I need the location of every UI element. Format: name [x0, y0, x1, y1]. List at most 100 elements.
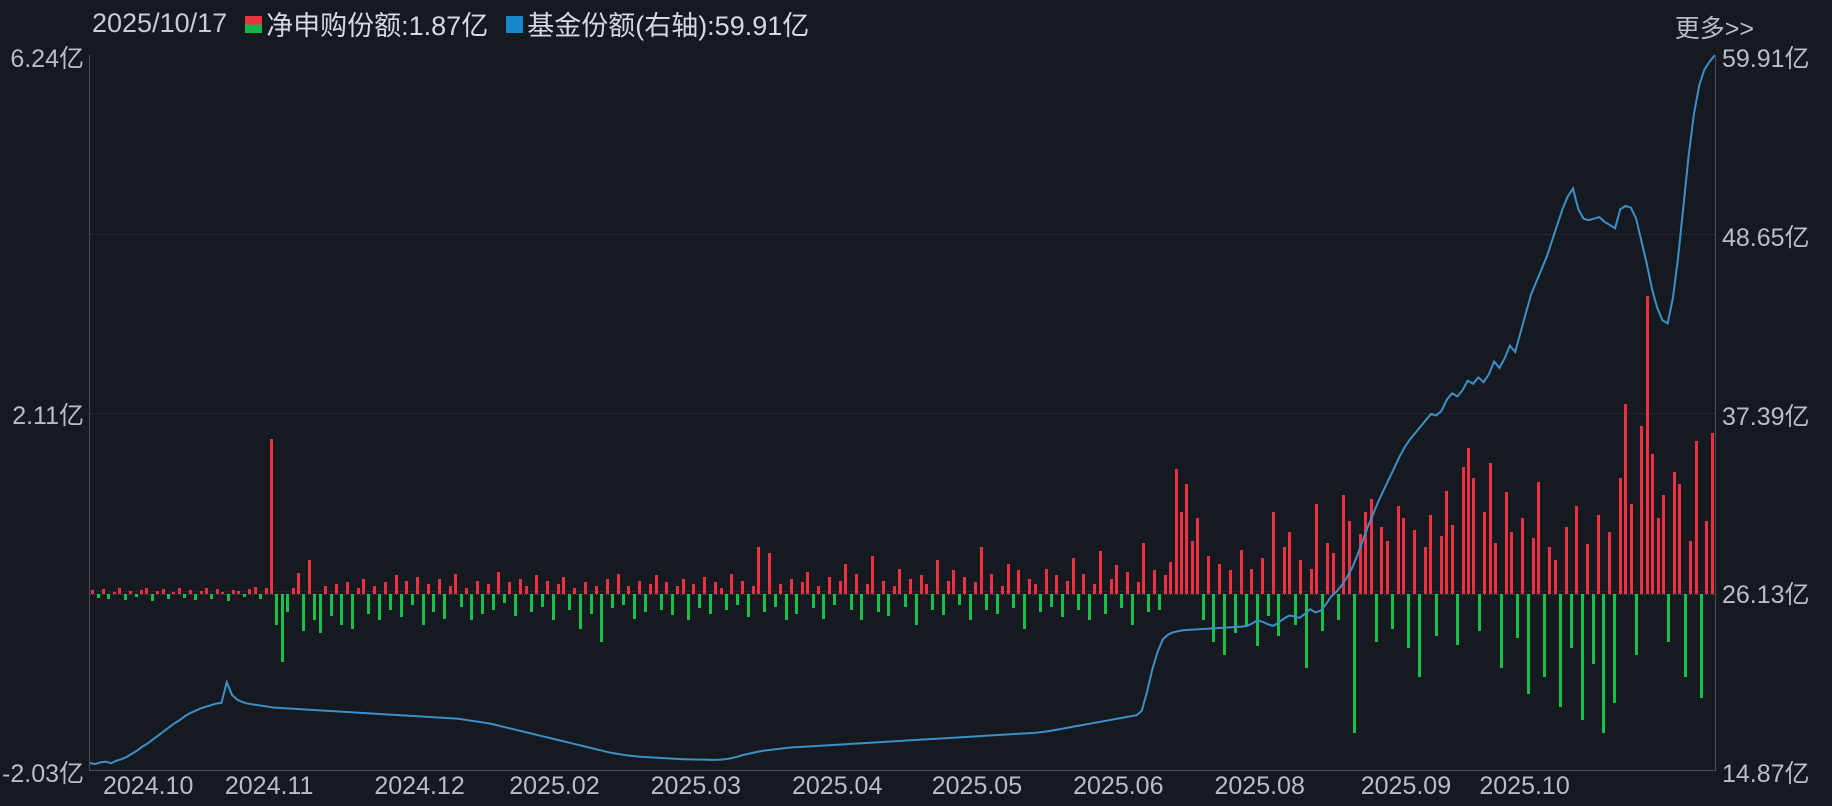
bar-positive	[1597, 514, 1601, 595]
bar-positive	[156, 591, 160, 595]
bar-positive	[394, 575, 398, 595]
bar-negative	[1391, 594, 1395, 630]
bar-positive	[627, 585, 631, 595]
bar-positive	[102, 589, 106, 595]
bar-positive	[1618, 477, 1622, 595]
bar-positive	[1532, 538, 1536, 595]
bar-series-net-subscription	[90, 55, 1715, 770]
bar-negative	[167, 594, 171, 599]
bar-positive	[1217, 564, 1221, 595]
bar-positive	[199, 591, 203, 595]
bar-positive	[649, 584, 653, 595]
bar-negative	[708, 594, 712, 614]
bar-positive	[204, 587, 208, 595]
bar-positive	[562, 577, 566, 595]
bar-positive	[1066, 580, 1070, 595]
bar-positive	[1169, 561, 1173, 595]
bar-positive	[1607, 532, 1611, 595]
bar-negative	[1244, 594, 1248, 628]
bar-negative	[242, 594, 246, 598]
bar-negative	[930, 594, 934, 611]
bar-negative	[1304, 594, 1308, 668]
bar-negative	[659, 594, 663, 611]
bar-negative	[795, 594, 799, 614]
y-tick-right: 59.91亿	[1722, 45, 1810, 73]
bar-negative	[632, 594, 636, 619]
bar-negative	[622, 594, 626, 605]
bar-negative	[746, 594, 750, 617]
bar-positive	[990, 573, 994, 595]
bar-positive	[1423, 546, 1427, 595]
gridline	[90, 233, 1715, 235]
bar-positive	[161, 589, 165, 595]
bar-positive	[237, 591, 241, 595]
bar-positive	[936, 559, 940, 595]
bar-positive	[264, 588, 268, 595]
bar-positive	[1288, 532, 1292, 595]
more-link[interactable]: 更多>>	[1674, 15, 1754, 43]
bar-positive	[1402, 518, 1406, 595]
bar-positive	[1651, 454, 1655, 595]
bar-negative	[1613, 594, 1617, 703]
line-series-fund-shares	[90, 55, 1715, 770]
bar-negative	[378, 594, 382, 621]
bar-negative	[194, 594, 198, 600]
bar-positive	[383, 582, 387, 595]
bar-negative	[502, 594, 506, 604]
bar-positive	[616, 573, 620, 595]
bar-negative	[226, 594, 230, 601]
bar-negative	[107, 594, 111, 599]
y-tick-right: 14.87亿	[1722, 760, 1810, 788]
bar-positive	[1537, 482, 1541, 595]
bar-negative	[1049, 594, 1053, 607]
bar-positive	[1239, 549, 1243, 595]
bar-positive	[486, 584, 490, 595]
x-tick: 2025.09	[1360, 772, 1452, 800]
bar-positive	[1662, 495, 1666, 595]
bar-positive	[800, 582, 804, 595]
bar-positive	[703, 577, 707, 595]
bar-positive	[952, 570, 956, 595]
bar-positive	[1385, 540, 1389, 595]
bar-positive	[925, 584, 929, 595]
bar-positive	[1082, 573, 1086, 595]
bar-negative	[1022, 594, 1026, 630]
bar-positive	[1125, 572, 1129, 595]
bar-positive	[1629, 503, 1633, 595]
bar-positive	[1504, 492, 1508, 595]
bar-positive	[1429, 514, 1433, 595]
bar-positive	[1044, 568, 1048, 595]
bar-positive	[1694, 440, 1698, 595]
bar-negative	[529, 594, 533, 612]
bar-negative	[443, 594, 447, 619]
bar-positive	[524, 585, 528, 595]
bar-negative	[313, 594, 317, 621]
bar-positive	[1093, 584, 1097, 595]
bar-positive	[806, 572, 810, 595]
gridline	[90, 591, 1715, 593]
x-tick: 2024.12	[374, 772, 465, 800]
plot-area[interactable]	[90, 55, 1715, 770]
bar-negative	[1456, 594, 1460, 645]
bar-negative	[860, 594, 864, 621]
legend-item-fund-shares[interactable]: 基金份额(右轴):59.91亿	[506, 4, 809, 43]
bar-positive	[253, 586, 257, 595]
bar-positive	[757, 546, 761, 595]
bar-positive	[454, 573, 458, 595]
bar-positive	[232, 590, 236, 595]
bar-positive	[188, 590, 192, 595]
bar-positive	[297, 572, 301, 595]
bar-negative	[280, 594, 284, 662]
bar-positive	[1445, 490, 1449, 595]
bar-positive	[1326, 542, 1330, 595]
bar-negative	[1418, 594, 1422, 677]
bar-positive	[594, 585, 598, 595]
bar-positive	[719, 587, 723, 595]
bar-positive	[605, 578, 609, 595]
bar-negative	[96, 594, 100, 598]
bar-positive	[1624, 404, 1628, 595]
bar-positive	[356, 587, 360, 595]
bar-positive	[1342, 495, 1346, 595]
legend-item-net-subscription[interactable]: 净申购份额:1.87亿	[245, 4, 488, 43]
bar-positive	[118, 588, 122, 595]
